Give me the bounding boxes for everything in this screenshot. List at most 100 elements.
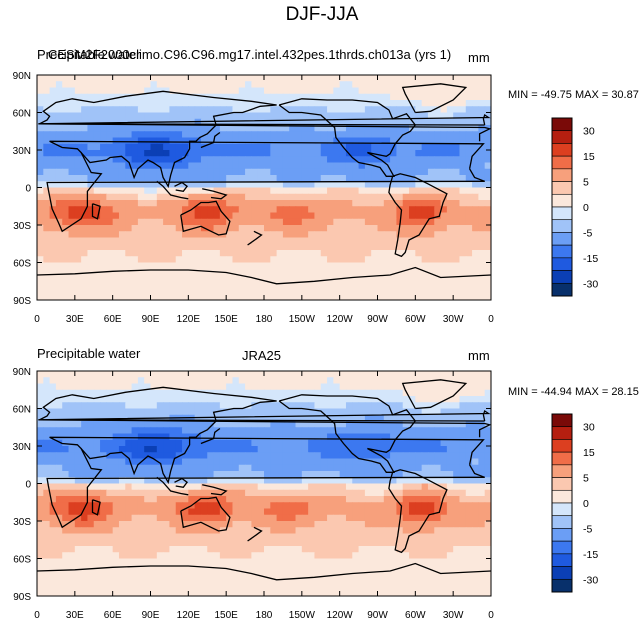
heatmap-cell bbox=[220, 546, 227, 553]
heatmap-cell bbox=[106, 81, 113, 88]
heatmap-cell bbox=[232, 275, 239, 282]
heatmap-cell bbox=[478, 540, 485, 547]
heatmap-cell bbox=[371, 521, 378, 528]
heatmap-cell bbox=[144, 225, 151, 232]
heatmap-cell bbox=[176, 390, 183, 397]
heatmap-cell bbox=[340, 75, 347, 82]
heatmap-cell bbox=[359, 225, 366, 232]
heatmap-cell bbox=[132, 440, 139, 447]
heatmap-cell bbox=[478, 396, 485, 403]
heatmap-cell bbox=[321, 452, 328, 459]
colorbar-swatch bbox=[552, 131, 572, 144]
heatmap-cell bbox=[441, 452, 448, 459]
heatmap-cell bbox=[176, 131, 183, 138]
heatmap-cell bbox=[340, 213, 347, 220]
heatmap-cell bbox=[289, 250, 296, 257]
heatmap-cell bbox=[113, 459, 120, 466]
heatmap-cell bbox=[220, 552, 227, 559]
heatmap-cell bbox=[50, 231, 57, 238]
heatmap-cell bbox=[472, 546, 479, 553]
heatmap-cell bbox=[378, 244, 385, 251]
heatmap-cell bbox=[113, 200, 120, 207]
heatmap-cell bbox=[346, 113, 353, 120]
heatmap-cell bbox=[384, 144, 391, 151]
heatmap-cell bbox=[314, 371, 321, 378]
heatmap-cell bbox=[100, 194, 107, 201]
heatmap-cell bbox=[226, 250, 233, 257]
heatmap-cell bbox=[472, 269, 479, 276]
heatmap-cell bbox=[201, 81, 208, 88]
heatmap-cell bbox=[207, 169, 214, 176]
heatmap-cell bbox=[466, 238, 473, 245]
heatmap-cell bbox=[415, 181, 422, 188]
heatmap-cell bbox=[371, 225, 378, 232]
heatmap-cell bbox=[308, 377, 315, 384]
heatmap-cell bbox=[415, 100, 422, 107]
heatmap-cell bbox=[352, 484, 359, 491]
heatmap-cell bbox=[94, 552, 101, 559]
heatmap-cell bbox=[239, 409, 246, 416]
heatmap-cell bbox=[69, 459, 76, 466]
heatmap-cell bbox=[308, 100, 315, 107]
heatmap-cell bbox=[371, 427, 378, 434]
heatmap-cell bbox=[226, 534, 233, 541]
heatmap-cell bbox=[352, 409, 359, 416]
heatmap-cell bbox=[428, 100, 435, 107]
heatmap-cell bbox=[466, 527, 473, 534]
heatmap-cell bbox=[132, 75, 139, 82]
heatmap-cell bbox=[327, 106, 334, 113]
heatmap-cell bbox=[415, 188, 422, 195]
heatmap-cell bbox=[384, 552, 391, 559]
heatmap-cell bbox=[56, 377, 63, 384]
heatmap-cell bbox=[258, 206, 265, 213]
heatmap-cell bbox=[321, 484, 328, 491]
heatmap-cell bbox=[308, 527, 315, 534]
heatmap-cell bbox=[346, 371, 353, 378]
heatmap-cell bbox=[106, 465, 113, 472]
heatmap-cell bbox=[289, 213, 296, 220]
heatmap-cell bbox=[478, 546, 485, 553]
heatmap-cell bbox=[169, 219, 176, 226]
heatmap-cell bbox=[251, 509, 258, 516]
heatmap-cell bbox=[100, 484, 107, 491]
heatmap-cell bbox=[245, 150, 252, 157]
heatmap-cell bbox=[390, 427, 397, 434]
heatmap-cell bbox=[434, 452, 441, 459]
heatmap-cell bbox=[56, 390, 63, 397]
heatmap-cell bbox=[422, 169, 429, 176]
heatmap-cell bbox=[258, 256, 265, 263]
heatmap-cell bbox=[327, 546, 334, 553]
heatmap-cell bbox=[144, 200, 151, 207]
heatmap-cell bbox=[422, 384, 429, 391]
heatmap-cell bbox=[151, 175, 158, 182]
heatmap-cell bbox=[43, 88, 50, 95]
heatmap-cell bbox=[321, 225, 328, 232]
heatmap-cell bbox=[321, 552, 328, 559]
heatmap-cell bbox=[390, 521, 397, 528]
heatmap-cell bbox=[478, 534, 485, 541]
heatmap-cell bbox=[151, 534, 158, 541]
heatmap-cell bbox=[37, 409, 44, 416]
heatmap-cell bbox=[283, 288, 290, 295]
heatmap-cell bbox=[302, 377, 309, 384]
heatmap-cell bbox=[188, 402, 195, 409]
heatmap-cell bbox=[232, 175, 239, 182]
heatmap-cell bbox=[396, 477, 403, 484]
heatmap-cell bbox=[182, 238, 189, 245]
heatmap-cell bbox=[340, 88, 347, 95]
heatmap-cell bbox=[459, 477, 466, 484]
heatmap-cell bbox=[106, 440, 113, 447]
heatmap-cell bbox=[220, 100, 227, 107]
panel-model: Precipitable water CESM2F2000climo.C96.C… bbox=[0, 40, 644, 340]
heatmap-cell bbox=[157, 100, 164, 107]
heatmap-cell bbox=[289, 515, 296, 522]
heatmap-cell bbox=[384, 263, 391, 270]
heatmap-cell bbox=[296, 559, 303, 566]
heatmap-cell bbox=[207, 219, 214, 226]
heatmap-cell bbox=[144, 409, 151, 416]
heatmap-cell bbox=[81, 113, 88, 120]
heatmap-cell bbox=[314, 144, 321, 151]
heatmap-cell bbox=[258, 471, 265, 478]
heatmap-cell bbox=[220, 256, 227, 263]
heatmap-cell bbox=[138, 125, 145, 132]
